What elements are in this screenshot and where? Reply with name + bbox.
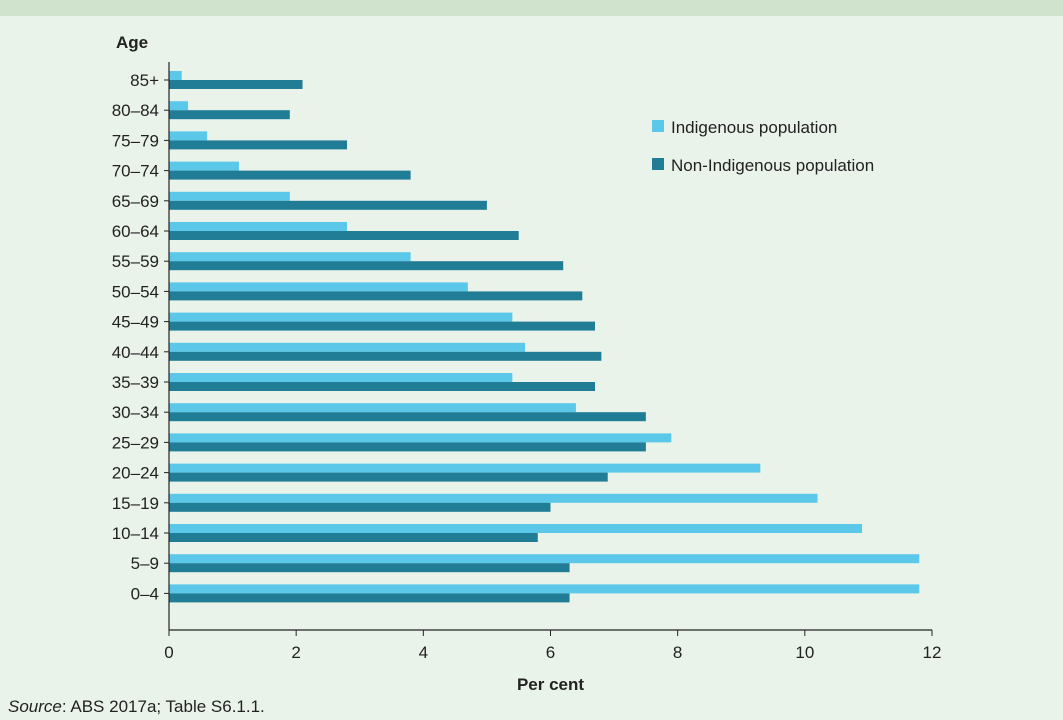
x-tick-label: 4 [419,643,428,662]
y-tick-label: 65–69 [112,192,159,211]
y-tick-label: 45–49 [112,313,159,332]
y-tick-label: 80–84 [112,101,159,120]
x-tick-label: 12 [923,643,942,662]
y-tick-label: 15–19 [112,494,159,513]
y-tick-label: 35–39 [112,373,159,392]
bar-non-indigenous-7 [169,291,583,301]
bar-non-indigenous-11 [169,412,646,422]
bar-indigenous-16 [169,554,920,564]
y-axis-title: Age [116,33,148,52]
source-label: Source [8,697,62,716]
bar-indigenous-11 [169,403,576,413]
y-tick-label: 25–29 [112,433,159,452]
source-text: : ABS 2017a; Table S6.1.1. [61,697,265,716]
bar-non-indigenous-17 [169,593,570,603]
bar-indigenous-9 [169,342,526,352]
bar-non-indigenous-9 [169,351,602,361]
y-tick-label: 75–79 [112,131,159,150]
y-tick-label: 50–54 [112,282,159,301]
x-tick-label: 10 [795,643,814,662]
bar-indigenous-12 [169,433,672,443]
bar-non-indigenous-2 [169,140,348,150]
bar-non-indigenous-12 [169,442,646,452]
bar-non-indigenous-13 [169,472,608,482]
bar-non-indigenous-10 [169,382,596,391]
bar-non-indigenous-16 [169,563,570,573]
legend-swatch-non-indigenous [652,158,664,170]
y-tick-label: 30–34 [112,403,159,422]
y-tick-label: 55–59 [112,252,159,271]
bar-indigenous-17 [169,584,920,594]
bar-indigenous-13 [169,463,761,473]
header-strip [0,0,1063,16]
bar-indigenous-0 [169,71,182,80]
bar-indigenous-4 [169,191,290,201]
bar-indigenous-14 [169,493,818,503]
x-axis-title: Per cent [517,675,584,694]
legend-label-indigenous: Indigenous population [671,118,837,137]
x-tick-label: 2 [291,643,300,662]
bar-non-indigenous-6 [169,261,564,271]
bar-non-indigenous-14 [169,502,551,512]
bar-indigenous-7 [169,282,468,292]
x-tick-label: 0 [164,643,173,662]
y-tick-label: 60–64 [112,222,159,241]
y-tick-label: 0–4 [131,584,159,603]
bar-indigenous-1 [169,101,189,111]
y-tick-label: 20–24 [112,464,159,483]
bar-non-indigenous-15 [169,533,538,542]
bar-indigenous-8 [169,312,513,322]
bar-non-indigenous-1 [169,110,290,120]
bar-non-indigenous-3 [169,170,411,180]
bar-indigenous-6 [169,252,411,262]
bar-non-indigenous-5 [169,231,519,240]
bar-indigenous-5 [169,222,348,231]
y-tick-label: 85+ [130,71,159,90]
bar-indigenous-10 [169,373,513,382]
y-tick-label: 5–9 [131,554,159,573]
legend-swatch-indigenous [652,120,664,132]
bar-non-indigenous-4 [169,200,487,210]
bar-indigenous-3 [169,161,239,171]
bar-non-indigenous-8 [169,321,596,331]
bar-non-indigenous-0 [169,80,303,89]
bar-indigenous-15 [169,524,863,533]
y-tick-label: 70–74 [112,162,159,181]
y-tick-label: 40–44 [112,343,159,362]
y-tick-label: 10–14 [112,524,159,543]
source-note: Source: ABS 2017a; Table S6.1.1. [8,697,265,717]
legend-label-non-indigenous: Non-Indigenous population [671,156,874,175]
x-tick-label: 6 [546,643,555,662]
x-tick-label: 8 [673,643,682,662]
bar-indigenous-2 [169,131,208,141]
